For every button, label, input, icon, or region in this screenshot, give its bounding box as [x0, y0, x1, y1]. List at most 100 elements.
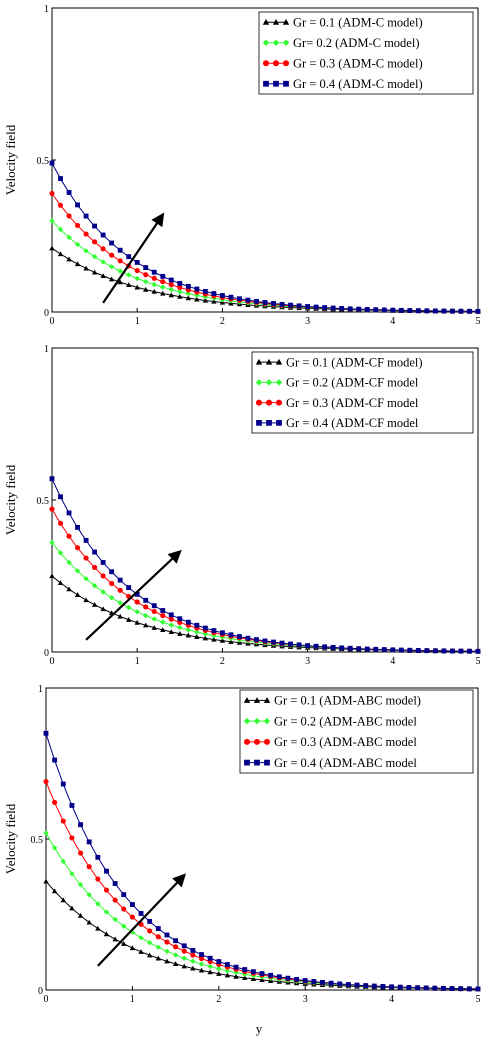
data-point: [91, 253, 98, 260]
data-point: [134, 619, 140, 625]
data-point: [441, 985, 446, 991]
data-point: [125, 616, 132, 622]
data-point: [92, 549, 98, 555]
data-point: [202, 297, 209, 303]
data-point: [126, 585, 132, 591]
data-point: [211, 628, 217, 633]
data-point: [143, 286, 149, 292]
legend-marker: [272, 60, 280, 67]
data-point: [49, 476, 55, 482]
data-point: [66, 213, 72, 219]
increasing-gr-arrow: [102, 212, 165, 304]
y-tick-label: 1: [44, 4, 49, 15]
data-point: [160, 612, 166, 619]
data-point: [100, 259, 106, 265]
data-point: [288, 302, 293, 308]
data-point: [112, 936, 118, 942]
legend-label: Gr = 0.3 (ADM-CF model: [286, 396, 419, 410]
data-point: [347, 306, 353, 312]
data-point: [100, 573, 106, 579]
y-tick-label: 0: [44, 308, 49, 319]
data-point: [92, 564, 98, 571]
legend-marker: [262, 19, 270, 25]
data-point: [164, 939, 170, 945]
data-point: [74, 241, 81, 248]
legend-marker: [264, 759, 270, 766]
data-point: [216, 971, 222, 976]
data-point: [224, 968, 231, 974]
data-point: [86, 892, 92, 898]
data-point: [288, 641, 293, 647]
data-point: [60, 897, 66, 903]
data-point: [121, 923, 127, 929]
data-point: [134, 599, 140, 605]
data-point: [52, 757, 58, 763]
data-point: [103, 931, 110, 937]
increasing-gr-arrow: [97, 873, 187, 967]
data-point: [164, 948, 170, 954]
data-point: [83, 597, 89, 603]
data-point: [242, 975, 248, 980]
data-point: [126, 254, 132, 260]
data-point: [57, 226, 64, 233]
data-point: [146, 952, 153, 958]
data-point: [424, 308, 430, 314]
data-point: [181, 963, 187, 969]
data-point: [216, 966, 222, 972]
series-line: [51, 478, 478, 652]
data-point: [74, 261, 81, 267]
data-point: [262, 638, 268, 644]
data-point: [173, 938, 179, 944]
data-point: [373, 307, 379, 313]
data-point: [467, 308, 472, 314]
data-point: [49, 160, 55, 166]
data-point: [43, 779, 49, 785]
data-point: [339, 306, 345, 311]
data-point: [271, 301, 276, 306]
data-point: [219, 630, 225, 636]
data-point: [347, 645, 353, 651]
legend-label: Gr = 0.2 (ADM-CF model: [286, 376, 419, 390]
data-point: [207, 963, 213, 970]
data-point: [467, 648, 472, 654]
data-point: [339, 645, 345, 651]
data-point: [458, 648, 464, 654]
data-point: [423, 985, 429, 991]
data-point: [207, 969, 213, 975]
data-point: [151, 608, 157, 615]
data-point: [91, 602, 98, 607]
legend-marker: [283, 80, 289, 87]
data-point: [160, 608, 166, 613]
data-point: [233, 973, 239, 979]
x-tick-label: 1: [130, 994, 135, 1005]
data-point: [475, 648, 481, 654]
data-point: [190, 952, 196, 958]
data-point: [129, 902, 135, 907]
data-point: [356, 306, 362, 312]
data-point: [143, 272, 149, 278]
legend-marker: [244, 759, 250, 766]
legend-label: Gr = 0.2 (ADM-ABC model: [274, 714, 417, 728]
data-point: [245, 635, 251, 641]
data-point: [86, 919, 92, 925]
data-point: [151, 624, 157, 630]
data-point: [112, 897, 118, 903]
data-point: [134, 591, 140, 597]
data-point: [225, 962, 230, 967]
data-point: [237, 296, 242, 302]
data-point: [337, 981, 343, 987]
data-point: [313, 304, 319, 310]
data-point: [109, 569, 115, 575]
data-point: [199, 952, 204, 957]
series-circle: [49, 190, 481, 314]
legend-label: Gr = 0.1 (ADM-ABC model): [274, 694, 421, 708]
data-point: [49, 218, 55, 224]
data-point: [49, 573, 55, 579]
y-tick-label: 1: [44, 344, 49, 355]
data-point: [58, 494, 63, 500]
x-tick-label: 1: [135, 316, 140, 327]
data-point: [185, 290, 192, 297]
x-tick-label: 5: [476, 316, 481, 327]
data-point: [147, 918, 153, 924]
data-point: [77, 912, 84, 918]
